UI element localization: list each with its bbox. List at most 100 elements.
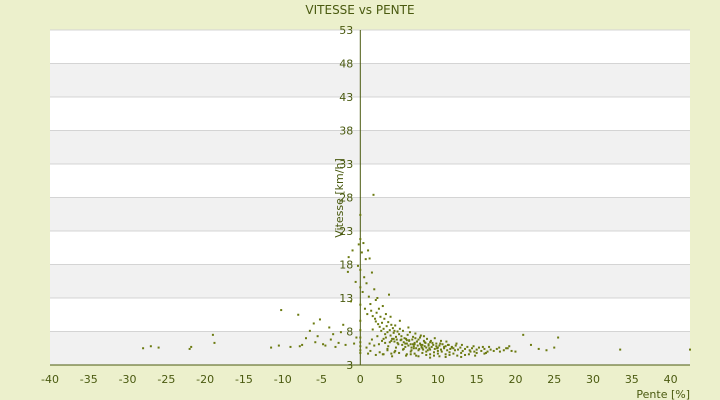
data-point (430, 345, 433, 348)
data-point (277, 344, 280, 347)
data-point (368, 257, 371, 260)
data-point (426, 349, 429, 352)
data-point (505, 347, 508, 350)
data-point (419, 334, 422, 337)
data-point (407, 344, 410, 347)
data-point (441, 343, 444, 346)
data-point (405, 342, 408, 345)
data-point (413, 341, 416, 344)
data-point (689, 348, 691, 351)
y-tick-label: 33 (339, 158, 353, 171)
y-tick-label: 28 (339, 192, 353, 205)
data-point (427, 344, 430, 347)
data-point (393, 340, 396, 343)
data-point (484, 351, 487, 354)
data-point (378, 325, 381, 328)
data-point (421, 343, 424, 346)
data-point (413, 343, 416, 346)
data-point (414, 337, 417, 340)
data-point (495, 347, 498, 350)
data-point (619, 348, 622, 351)
x-tick-label: 30 (586, 373, 600, 386)
data-point (394, 349, 397, 352)
data-point (188, 347, 191, 350)
data-point (473, 350, 476, 353)
data-point (436, 349, 439, 352)
data-point (402, 347, 405, 350)
data-point (406, 333, 409, 336)
data-point (359, 341, 362, 344)
data-point (440, 350, 443, 353)
data-point (157, 346, 160, 349)
data-point (403, 337, 406, 340)
data-point (365, 282, 368, 285)
data-point (389, 334, 392, 337)
data-point (413, 352, 416, 355)
data-point (280, 309, 283, 312)
data-point (359, 238, 362, 241)
data-point (322, 343, 325, 346)
data-point (386, 331, 389, 334)
x-tick-label: -25 (157, 373, 175, 386)
data-point (374, 317, 377, 320)
x-tick-label: 10 (431, 373, 445, 386)
data-point (444, 353, 447, 356)
data-point (329, 338, 332, 341)
data-point (412, 335, 415, 338)
data-point (270, 346, 273, 349)
data-point (460, 355, 463, 358)
data-point (372, 193, 375, 196)
data-points (142, 193, 691, 359)
data-point (386, 347, 389, 350)
data-point (415, 347, 418, 350)
data-point (545, 349, 548, 352)
data-point (383, 317, 386, 320)
data-point (382, 337, 385, 340)
data-point (373, 344, 376, 347)
data-point (425, 353, 428, 356)
data-point (381, 321, 384, 324)
data-point (460, 351, 463, 354)
data-point (359, 286, 362, 289)
data-point (421, 347, 424, 350)
x-tick-label: 35 (625, 373, 639, 386)
data-point (421, 351, 424, 354)
data-point (357, 243, 360, 246)
data-point (422, 348, 425, 351)
data-point (394, 335, 397, 338)
data-point (433, 347, 436, 350)
y-axis-label: Vitesse [km/h] (333, 158, 346, 238)
data-point (396, 330, 399, 333)
data-point (498, 346, 501, 349)
data-point (415, 340, 418, 343)
x-tick-labels: -40 -35 -30 -25 -20 -15 -10 -5 0 5 10 15 20 25 30 35 40 (41, 373, 678, 386)
data-point (412, 343, 415, 346)
data-point (419, 336, 422, 339)
data-point (367, 352, 370, 355)
data-point (363, 307, 366, 310)
data-point (374, 320, 377, 323)
data-point (385, 325, 388, 328)
data-point (324, 344, 327, 347)
data-point (433, 351, 435, 354)
data-point (514, 350, 517, 353)
x-tick-label: 20 (508, 373, 522, 386)
data-point (417, 349, 420, 352)
x-tick-label: 40 (664, 373, 678, 386)
data-point (404, 342, 407, 345)
data-point (359, 345, 362, 348)
data-point (142, 347, 145, 350)
data-point (417, 355, 420, 358)
data-point (314, 341, 317, 344)
data-point (467, 353, 470, 356)
data-point (389, 315, 392, 318)
data-point (510, 349, 513, 352)
data-point (408, 339, 411, 342)
x-tick-label: 0 (357, 373, 364, 386)
data-point (464, 347, 467, 350)
data-point (481, 345, 484, 348)
data-point (382, 327, 385, 330)
data-point (376, 335, 379, 338)
data-point (449, 347, 452, 350)
